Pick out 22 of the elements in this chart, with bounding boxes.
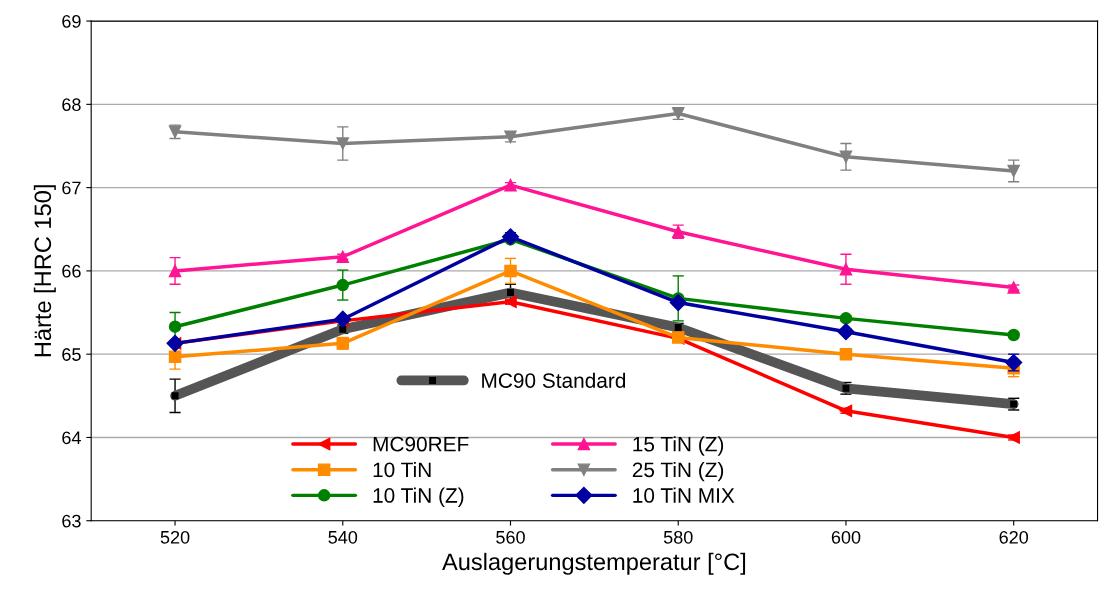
x-axis-title: Auslagerungstemperatur [°C] <box>442 552 746 575</box>
x-tick-label: 580 <box>663 530 693 544</box>
legend-label: MC90 Standard <box>482 372 626 388</box>
legend-label: 15 TiN (Z) <box>633 436 724 456</box>
x-tick-label: 540 <box>328 530 358 544</box>
y-tick-label: 63 <box>62 514 81 528</box>
y-tick-label: 68 <box>62 98 81 112</box>
legend-label: 10 TiN <box>373 461 431 478</box>
y-axis-title: Härte [HRC 150] <box>33 185 56 357</box>
y-tick-label: 65 <box>62 348 81 361</box>
y-tick-label: 69 <box>62 15 81 28</box>
legend-label: 25 TiN (Z) <box>632 461 724 482</box>
x-tick-label: 520 <box>160 530 190 544</box>
y-tick-label: 67 <box>62 181 81 195</box>
legend-label: 10 TiN (Z) <box>373 487 464 507</box>
y-tick-label: 64 <box>62 431 81 445</box>
x-tick-label: 620 <box>999 530 1029 544</box>
x-tick-label: 600 <box>831 530 861 544</box>
y-tick-label: 66 <box>62 264 81 278</box>
legend-label: MC90REF <box>373 436 469 452</box>
legend-label: 10 TiN MIX <box>633 487 735 503</box>
x-tick-label: 560 <box>496 530 525 544</box>
